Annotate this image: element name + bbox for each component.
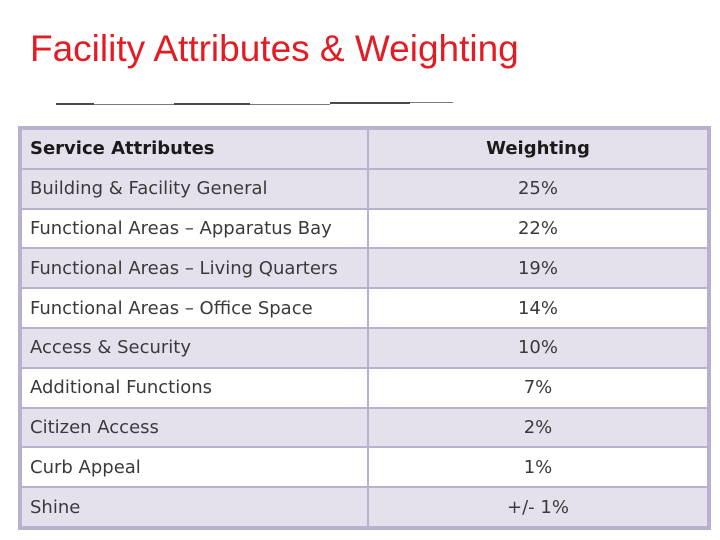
slide-title: Facility Attributes & Weighting — [30, 28, 519, 69]
table-row: Access & Security 10% — [22, 328, 707, 367]
table-row: Functional Areas – Office Space 14% — [22, 289, 707, 327]
attribute-cell: Access & Security — [22, 328, 367, 367]
attribute-cell: Curb Appeal — [22, 448, 367, 487]
title-underline-segment — [250, 104, 330, 105]
title-underline-segment — [174, 103, 250, 105]
weighting-cell: 2% — [369, 408, 707, 447]
table-row: Additional Functions 7% — [22, 368, 707, 407]
attribute-cell: Additional Functions — [22, 368, 367, 407]
title-underline-segment — [330, 102, 410, 104]
weighting-cell: 14% — [369, 289, 707, 327]
table-row: Building & Facility General 25% — [22, 169, 707, 208]
header-service-attributes: Service Attributes — [22, 130, 367, 168]
weighting-table: Service Attributes Weighting Building & … — [20, 128, 709, 528]
attribute-cell: Functional Areas – Apparatus Bay — [22, 209, 367, 248]
header-weighting: Weighting — [369, 130, 707, 168]
table-row: Functional Areas – Apparatus Bay 22% — [22, 209, 707, 248]
table-row: Functional Areas – Living Quarters 19% — [22, 249, 707, 288]
weighting-cell: 7% — [369, 368, 707, 407]
title-underline-segment — [56, 103, 94, 105]
table-row: Citizen Access 2% — [22, 408, 707, 447]
title-underline-segment — [410, 102, 453, 103]
weighting-cell: 19% — [369, 249, 707, 288]
weighting-table-frame: Service Attributes Weighting Building & … — [18, 126, 711, 530]
weighting-cell: 1% — [369, 448, 707, 487]
title-underline-segment — [94, 104, 174, 105]
weighting-cell: +/- 1% — [369, 488, 707, 526]
weighting-cell: 22% — [369, 209, 707, 248]
table-header-row: Service Attributes Weighting — [22, 130, 707, 168]
attribute-cell: Citizen Access — [22, 408, 367, 447]
attribute-cell: Functional Areas – Living Quarters — [22, 249, 367, 288]
attribute-cell: Functional Areas – Office Space — [22, 289, 367, 327]
attribute-cell: Building & Facility General — [22, 169, 367, 208]
table-row: Curb Appeal 1% — [22, 448, 707, 487]
attribute-cell: Shine — [22, 488, 367, 526]
table-row: Shine +/- 1% — [22, 488, 707, 526]
weighting-cell: 25% — [369, 169, 707, 208]
weighting-cell: 10% — [369, 328, 707, 367]
